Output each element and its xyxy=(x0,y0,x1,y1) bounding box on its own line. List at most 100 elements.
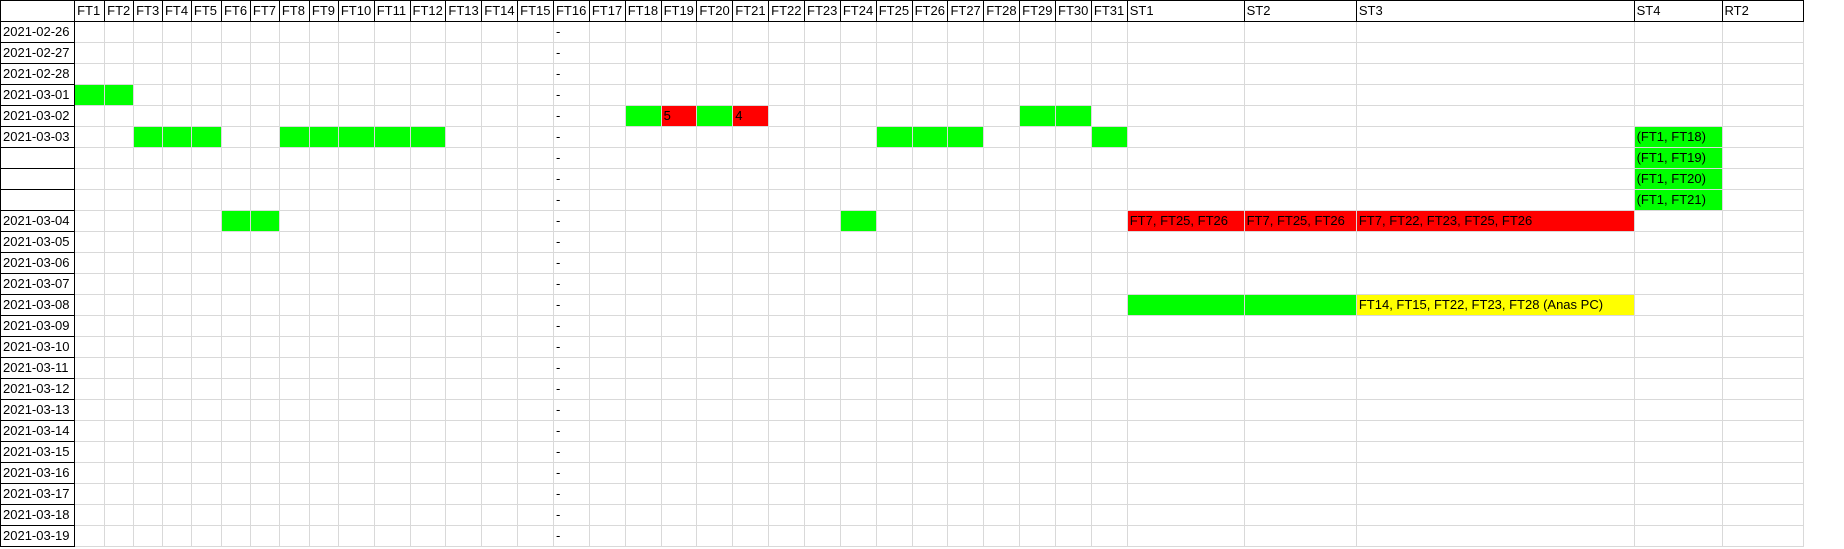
cell-ft19[interactable] xyxy=(660,483,698,505)
cell-ft18[interactable] xyxy=(624,126,662,148)
cell-st3[interactable] xyxy=(1355,399,1635,421)
row-date-cell[interactable]: 2021-03-02 xyxy=(0,105,76,127)
cell-ft16-marker[interactable]: - xyxy=(552,210,590,232)
cell-ft27[interactable] xyxy=(947,147,985,169)
cell-ft17[interactable] xyxy=(588,504,626,526)
cell-ft16-marker[interactable]: - xyxy=(552,504,590,526)
cell-st4[interactable] xyxy=(1633,504,1723,526)
cell-ft22[interactable] xyxy=(768,84,805,106)
cell-st3[interactable] xyxy=(1355,273,1635,295)
cell-ft10[interactable] xyxy=(337,147,375,169)
cell-ft8[interactable] xyxy=(278,231,310,253)
cell-ft20[interactable] xyxy=(696,420,734,442)
cell-st2[interactable] xyxy=(1243,399,1357,421)
cell-ft1[interactable] xyxy=(74,294,106,316)
cell-ft30[interactable] xyxy=(1055,231,1092,253)
cell-ft6[interactable] xyxy=(220,105,251,127)
cell-ft4[interactable] xyxy=(161,315,192,337)
cell-ft3[interactable] xyxy=(133,231,163,253)
cell-ft11[interactable] xyxy=(373,462,411,484)
cell-st1[interactable] xyxy=(1126,63,1245,85)
cell-ft23[interactable] xyxy=(804,525,841,547)
cell-ft30[interactable] xyxy=(1055,378,1092,400)
cell-ft26[interactable] xyxy=(911,252,949,274)
cell-ft2[interactable] xyxy=(104,378,135,400)
cell-st2[interactable] xyxy=(1243,273,1357,295)
row-date-cell[interactable]: 2021-03-15 xyxy=(0,441,76,463)
cell-rt2[interactable] xyxy=(1721,462,1805,484)
cell-ft30[interactable] xyxy=(1055,441,1092,463)
cell-ft24[interactable] xyxy=(839,21,877,43)
cell-ft5[interactable] xyxy=(190,273,222,295)
cell-ft12[interactable] xyxy=(409,168,447,190)
cell-ft1[interactable] xyxy=(74,105,106,127)
cell-ft4[interactable] xyxy=(161,63,192,85)
cell-st3[interactable] xyxy=(1355,357,1635,379)
cell-ft11[interactable] xyxy=(373,273,411,295)
cell-ft3[interactable] xyxy=(133,294,163,316)
cell-ft13[interactable] xyxy=(445,189,483,211)
cell-ft11[interactable] xyxy=(373,231,411,253)
cell-ft13[interactable] xyxy=(445,84,483,106)
cell-ft23[interactable] xyxy=(804,294,841,316)
cell-ft21[interactable] xyxy=(732,378,770,400)
cell-ft21[interactable] xyxy=(732,231,770,253)
cell-st3[interactable] xyxy=(1355,252,1635,274)
cell-ft20[interactable] xyxy=(696,441,734,463)
cell-ft21[interactable] xyxy=(732,189,770,211)
cell-st1[interactable] xyxy=(1126,315,1245,337)
cell-ft9[interactable] xyxy=(308,210,339,232)
cell-rt2[interactable] xyxy=(1721,21,1805,43)
cell-ft13[interactable] xyxy=(445,210,483,232)
cell-ft25[interactable] xyxy=(875,210,913,232)
cell-ft26[interactable] xyxy=(911,63,949,85)
cell-ft22[interactable] xyxy=(768,378,805,400)
cell-ft30[interactable] xyxy=(1055,84,1092,106)
cell-ft10[interactable] xyxy=(337,126,375,148)
cell-ft6[interactable] xyxy=(220,126,251,148)
cell-ft15[interactable] xyxy=(517,336,554,358)
cell-ft16-marker[interactable]: - xyxy=(552,147,590,169)
cell-ft20[interactable] xyxy=(696,294,734,316)
cell-ft5[interactable] xyxy=(190,210,222,232)
cell-ft16-marker[interactable]: - xyxy=(552,63,590,85)
cell-ft25[interactable] xyxy=(875,168,913,190)
cell-ft24[interactable] xyxy=(839,336,877,358)
cell-ft31[interactable] xyxy=(1090,42,1128,64)
cell-ft27[interactable] xyxy=(947,441,985,463)
cell-st4[interactable] xyxy=(1633,441,1723,463)
cell-ft2[interactable] xyxy=(104,147,135,169)
cell-rt2[interactable] xyxy=(1721,147,1805,169)
cell-st4[interactable] xyxy=(1633,84,1723,106)
cell-ft21[interactable] xyxy=(732,399,770,421)
cell-ft4[interactable] xyxy=(161,210,192,232)
cell-ft17[interactable] xyxy=(588,294,626,316)
row-date-cell[interactable] xyxy=(0,168,76,190)
cell-ft23[interactable] xyxy=(804,168,841,190)
cell-ft27[interactable] xyxy=(947,168,985,190)
cell-st1[interactable] xyxy=(1126,105,1245,127)
cell-ft1[interactable] xyxy=(74,315,106,337)
cell-ft10[interactable] xyxy=(337,189,375,211)
cell-ft28[interactable] xyxy=(983,378,1021,400)
cell-ft18[interactable] xyxy=(624,168,662,190)
row-date-cell[interactable] xyxy=(0,147,76,169)
cell-ft4[interactable] xyxy=(161,84,192,106)
cell-st4[interactable] xyxy=(1633,231,1723,253)
cell-ft18[interactable] xyxy=(624,273,662,295)
cell-ft29[interactable] xyxy=(1019,399,1057,421)
cell-ft3[interactable] xyxy=(133,189,163,211)
cell-ft11[interactable] xyxy=(373,42,411,64)
cell-ft5[interactable] xyxy=(190,483,222,505)
cell-ft8[interactable] xyxy=(278,315,310,337)
cell-ft14[interactable] xyxy=(481,462,519,484)
cell-ft28[interactable] xyxy=(983,21,1021,43)
cell-ft16-marker[interactable]: - xyxy=(552,315,590,337)
cell-ft27[interactable] xyxy=(947,189,985,211)
cell-ft28[interactable] xyxy=(983,105,1021,127)
cell-ft22[interactable] xyxy=(768,231,805,253)
cell-st1[interactable] xyxy=(1126,504,1245,526)
cell-ft8[interactable] xyxy=(278,357,310,379)
cell-ft9[interactable] xyxy=(308,84,339,106)
cell-ft20[interactable] xyxy=(696,399,734,421)
